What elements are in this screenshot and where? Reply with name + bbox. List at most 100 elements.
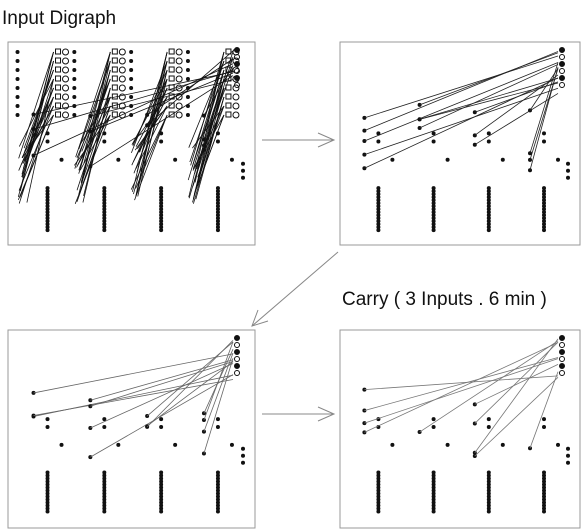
node [102, 192, 107, 197]
node [159, 225, 164, 230]
node [45, 189, 50, 194]
node [486, 198, 491, 203]
node [234, 54, 240, 60]
edge [19, 114, 54, 198]
node [45, 479, 50, 484]
node [116, 157, 121, 162]
node [486, 479, 491, 484]
node [431, 228, 436, 233]
edge [364, 51, 559, 131]
node [215, 204, 220, 209]
node [241, 446, 245, 451]
node [62, 48, 70, 56]
node [15, 95, 20, 99]
node [45, 503, 50, 508]
node [215, 207, 220, 212]
node [431, 219, 436, 224]
node [173, 157, 178, 162]
node [390, 442, 395, 447]
node [559, 356, 565, 362]
node [215, 476, 220, 481]
edge [21, 87, 54, 178]
edge [474, 93, 559, 146]
edge [419, 340, 559, 433]
node [62, 102, 70, 110]
node [102, 213, 107, 218]
edge [192, 114, 225, 171]
node [159, 425, 164, 430]
node [175, 75, 183, 83]
node [72, 77, 77, 81]
edge [90, 374, 234, 458]
node [55, 111, 62, 118]
node [45, 213, 50, 218]
edge [90, 363, 234, 429]
node [431, 207, 436, 212]
edge [419, 64, 559, 129]
node [102, 225, 107, 230]
edge [146, 58, 234, 116]
node [215, 195, 220, 200]
node [215, 228, 220, 233]
node [45, 497, 50, 502]
arrow [262, 132, 336, 148]
edge [33, 71, 234, 115]
node [102, 186, 107, 191]
node [129, 95, 134, 99]
node [45, 207, 50, 212]
node [102, 491, 107, 496]
node [62, 84, 70, 92]
node [241, 168, 245, 173]
node [185, 77, 190, 81]
node [234, 342, 240, 348]
node [500, 157, 505, 162]
edge [146, 340, 234, 428]
node [486, 222, 491, 227]
node [215, 470, 220, 475]
node [486, 485, 491, 490]
node [102, 198, 107, 203]
node [376, 189, 381, 194]
edge [134, 114, 168, 201]
node [45, 476, 50, 481]
node [102, 473, 107, 478]
node [45, 473, 50, 478]
node [118, 75, 126, 83]
edge [203, 56, 234, 150]
node [62, 75, 70, 83]
arrow [262, 406, 336, 422]
node [15, 113, 20, 117]
node [168, 48, 175, 55]
node [241, 460, 245, 465]
node [229, 157, 234, 162]
node [111, 57, 118, 64]
node [102, 216, 107, 221]
node [376, 207, 381, 212]
node [234, 349, 240, 355]
node [168, 57, 175, 64]
edge [79, 114, 111, 171]
node [376, 131, 381, 136]
node [241, 453, 245, 458]
title: Input Digraph [2, 8, 116, 29]
node [175, 66, 183, 74]
edge [203, 358, 234, 454]
node [72, 59, 77, 63]
node [118, 48, 126, 56]
node [431, 192, 436, 197]
edge [21, 114, 54, 159]
node [376, 494, 381, 499]
node [559, 82, 565, 88]
node [159, 482, 164, 487]
node [215, 216, 220, 221]
arrow-head [251, 309, 269, 327]
node [431, 225, 436, 230]
node [102, 195, 107, 200]
node [542, 189, 546, 194]
node [486, 210, 491, 215]
node [159, 201, 164, 206]
node [234, 82, 240, 88]
edge [79, 96, 111, 146]
node [45, 228, 50, 233]
node [486, 189, 491, 194]
